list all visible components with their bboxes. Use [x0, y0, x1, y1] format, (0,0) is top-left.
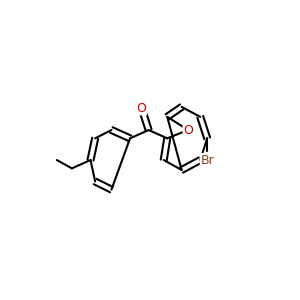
- Text: Br: Br: [200, 154, 214, 166]
- Text: O: O: [137, 102, 147, 115]
- Text: O: O: [183, 124, 193, 136]
